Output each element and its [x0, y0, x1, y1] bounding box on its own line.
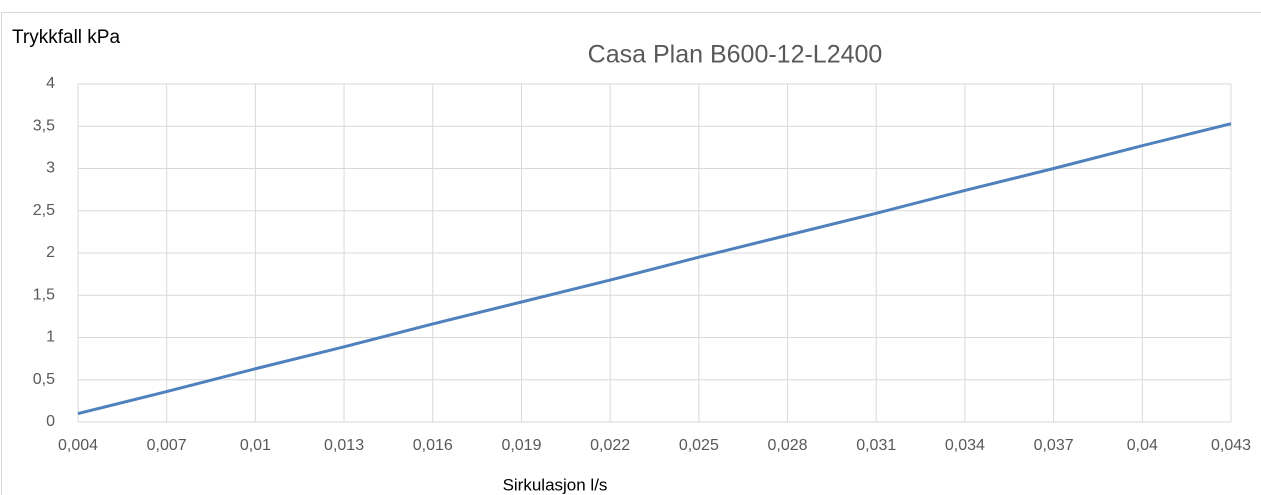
y-tick-label: 2: [46, 244, 55, 261]
x-axis-label: Sirkulasjon l/s: [503, 475, 608, 494]
x-tick-label: 0,019: [501, 437, 541, 454]
x-tick-label: 0,01: [240, 437, 271, 454]
x-tick-label: 0,043: [1211, 437, 1251, 454]
y-axis-label: Trykkfall kPa: [12, 27, 120, 48]
y-tick-label: 0,5: [33, 371, 55, 388]
x-tick-label: 0,031: [856, 437, 896, 454]
y-tick-label: 1,5: [33, 286, 55, 303]
chart-frame: [1, 12, 1261, 495]
x-tick-label: 0,037: [1034, 437, 1074, 454]
chart-title: Casa Plan B600-12-L2400: [588, 41, 883, 69]
x-tick-label: 0,025: [679, 437, 719, 454]
x-tick-label: 0,007: [147, 437, 187, 454]
x-tick-label: 0,016: [413, 437, 453, 454]
x-tick-label: 0,028: [768, 437, 808, 454]
y-tick-label: 4: [46, 75, 55, 92]
data-line: [77, 122, 1232, 416]
x-tick-label: 0,04: [1127, 437, 1158, 454]
x-tick-label: 0,013: [324, 437, 364, 454]
y-tick-label: 3: [46, 160, 55, 177]
x-tick-label: 0,004: [58, 437, 98, 454]
y-tick-label: 3,5: [33, 117, 55, 134]
y-tick-label: 0: [46, 413, 55, 430]
x-tick-label: 0,022: [590, 437, 630, 454]
y-tick-label: 2,5: [33, 202, 55, 219]
y-tick-label: 1: [46, 329, 55, 346]
x-tick-label: 0,034: [945, 437, 985, 454]
